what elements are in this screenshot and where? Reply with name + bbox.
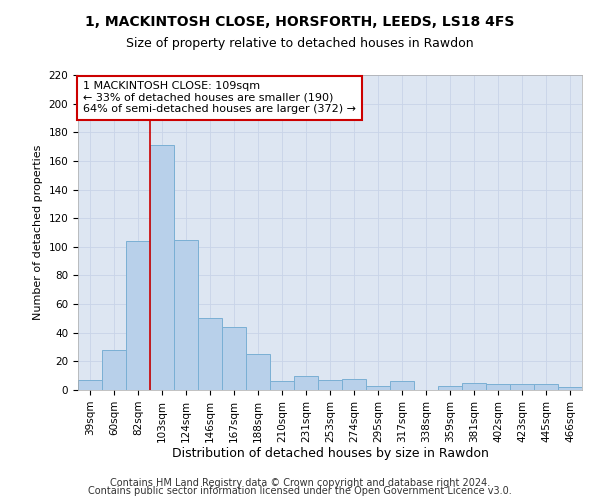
Text: Contains public sector information licensed under the Open Government Licence v3: Contains public sector information licen… bbox=[88, 486, 512, 496]
Bar bbox=[558, 387, 582, 390]
Bar bbox=[510, 384, 534, 390]
Bar bbox=[102, 350, 126, 390]
Bar bbox=[246, 354, 270, 390]
Bar bbox=[198, 318, 222, 390]
X-axis label: Distribution of detached houses by size in Rawdon: Distribution of detached houses by size … bbox=[172, 448, 488, 460]
Bar bbox=[534, 384, 558, 390]
Bar bbox=[438, 386, 462, 390]
Text: 1 MACKINTOSH CLOSE: 109sqm
← 33% of detached houses are smaller (190)
64% of sem: 1 MACKINTOSH CLOSE: 109sqm ← 33% of deta… bbox=[83, 82, 356, 114]
Bar bbox=[342, 378, 366, 390]
Bar bbox=[486, 384, 510, 390]
Bar bbox=[366, 386, 390, 390]
Text: 1, MACKINTOSH CLOSE, HORSFORTH, LEEDS, LS18 4FS: 1, MACKINTOSH CLOSE, HORSFORTH, LEEDS, L… bbox=[85, 15, 515, 29]
Bar bbox=[270, 382, 294, 390]
Bar bbox=[222, 327, 246, 390]
Bar bbox=[150, 145, 174, 390]
Bar bbox=[462, 383, 486, 390]
Text: Contains HM Land Registry data © Crown copyright and database right 2024.: Contains HM Land Registry data © Crown c… bbox=[110, 478, 490, 488]
Bar bbox=[294, 376, 318, 390]
Y-axis label: Number of detached properties: Number of detached properties bbox=[33, 145, 43, 320]
Text: Size of property relative to detached houses in Rawdon: Size of property relative to detached ho… bbox=[126, 38, 474, 51]
Bar bbox=[126, 241, 150, 390]
Bar bbox=[174, 240, 198, 390]
Bar bbox=[318, 380, 342, 390]
Bar bbox=[78, 380, 102, 390]
Bar bbox=[390, 382, 414, 390]
